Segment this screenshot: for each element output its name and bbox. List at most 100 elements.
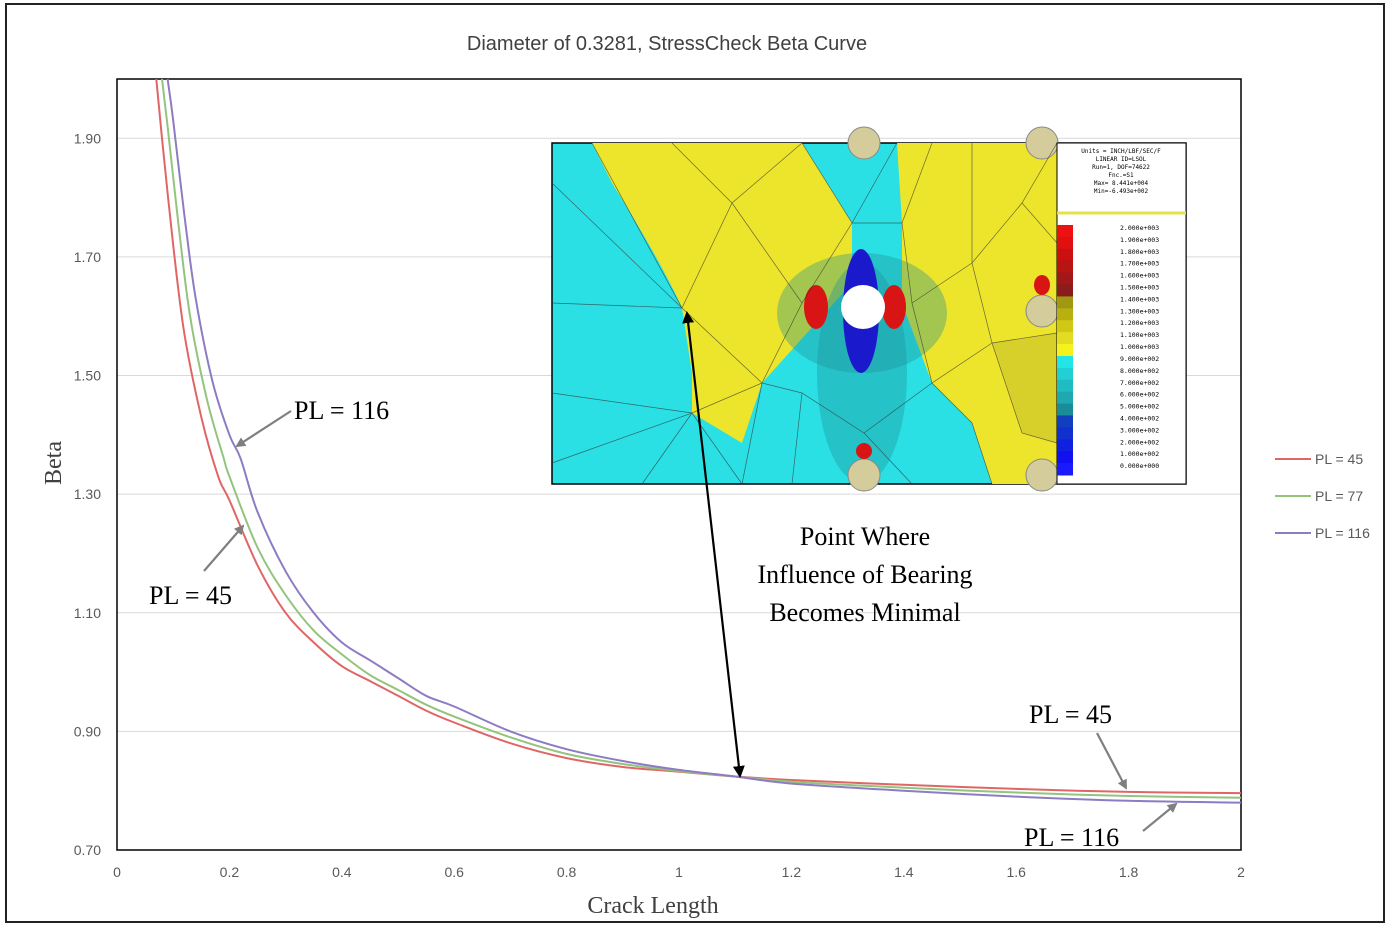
x-axis-label: Crack Length [587, 893, 718, 919]
fea-scale-swatch [1057, 296, 1073, 309]
x-tick-label: 1.6 [1006, 864, 1026, 880]
x-tick-label: 2 [1237, 864, 1245, 880]
legend-label: PL = 45 [1315, 451, 1363, 467]
fea-scale-swatch [1057, 236, 1073, 250]
fea-header-line: Min=-6.493e+002 [1094, 188, 1149, 195]
annotation-pl45-upper: PL = 45 [149, 581, 232, 610]
fea-scale-swatch [1057, 463, 1073, 476]
fea-scale-swatch [1057, 355, 1073, 369]
legend-label: PL = 77 [1315, 488, 1363, 504]
arrow-point-where [682, 311, 745, 778]
arrow-pl116-lower [1142, 802, 1178, 832]
fea-scale-value: 3.000e+002 [1120, 426, 1159, 434]
x-tick-labels: 0 0.2 0.4 0.6 0.8 1 1.2 1.4 1.6 1.8 2 [113, 864, 1245, 880]
fea-scale-value: 2.000e+003 [1120, 224, 1159, 232]
fea-scale-swatch [1057, 439, 1073, 452]
red-stress-lobe-left [804, 285, 828, 329]
fea-scale-swatch [1057, 225, 1073, 238]
bolt-right-mid [1025, 294, 1059, 328]
arrow-pl45-upper [203, 524, 245, 572]
fea-scale-swatch [1057, 272, 1073, 286]
fea-scale-value: 1.500e+003 [1120, 284, 1159, 292]
x-tick-label: 0.2 [220, 864, 240, 880]
fea-scale-value: 1.000e+002 [1120, 450, 1159, 458]
series-line-1 [161, 78, 1242, 799]
x-tick-label: 1.4 [894, 864, 914, 880]
fea-scale-value: 2.000e+002 [1120, 438, 1159, 446]
annotation-pl45-lower: PL = 45 [1029, 700, 1112, 729]
fea-scale-swatch [1057, 391, 1073, 405]
beta-curve-chart: Diameter of 0.3281, StressCheck Beta Cur… [41, 33, 1370, 919]
legend: PL = 45 PL = 77 PL = 116 [1275, 451, 1370, 541]
fea-header-line: LINEAR ID=LSOL [1096, 156, 1147, 163]
fea-scale-swatch [1057, 248, 1073, 262]
legend-label: PL = 116 [1315, 525, 1370, 541]
fea-scale-swatch [1057, 320, 1073, 333]
x-tick-label: 0.8 [557, 864, 577, 880]
bolt-right-bottom [1025, 458, 1059, 492]
x-tick-label: 0 [113, 864, 121, 880]
fastener-hole [841, 285, 885, 329]
fea-scale-swatch [1057, 332, 1073, 345]
fea-scale-value: 1.200e+003 [1120, 319, 1159, 327]
fea-header-line: Max= 8.441e+004 [1094, 180, 1149, 187]
chart-title: Diameter of 0.3281, StressCheck Beta Cur… [467, 33, 867, 55]
fea-header-line: Units = INCH/LBF/SEC/F [1081, 148, 1161, 155]
arrow-pl45-lower [1096, 732, 1127, 790]
x-tick-label: 1.8 [1119, 864, 1139, 880]
fea-scale-value: 8.000e+002 [1120, 367, 1159, 375]
fea-scale-swatch [1057, 344, 1073, 357]
fea-scale-swatch [1057, 260, 1073, 274]
fea-scale-value: 1.300e+003 [1120, 307, 1159, 315]
fea-scale-value: 1.600e+003 [1120, 272, 1159, 280]
fea-scale-value: 1.400e+003 [1120, 295, 1159, 303]
y-tick-label: 1.10 [74, 605, 101, 621]
fea-scale-value: 6.000e+002 [1120, 391, 1159, 399]
bolt-bottom [847, 458, 881, 492]
fea-scale-value: 0.000e+000 [1120, 462, 1159, 470]
fea-scale-swatch [1057, 451, 1073, 464]
x-tick-label: 0.4 [332, 864, 352, 880]
fea-scale-swatch [1057, 427, 1073, 440]
series-line-2 [166, 78, 1242, 804]
fea-legend-panel [1056, 142, 1187, 485]
y-tick-labels: 0.70 0.90 1.10 1.30 1.50 1.70 1.90 [74, 130, 101, 858]
y-tick-label: 1.50 [74, 368, 101, 384]
y-tick-label: 1.30 [74, 486, 101, 502]
yellow-region-far-right [992, 333, 1057, 443]
bolt-top [847, 126, 881, 160]
y-tick-label: 0.70 [74, 842, 101, 858]
arrow-pl116-upper [235, 410, 292, 448]
y-tick-label: 1.90 [74, 130, 101, 146]
x-tick-label: 1.2 [782, 864, 802, 880]
red-stress-lobe-right [882, 285, 906, 329]
series-lines [155, 78, 1242, 804]
annotation-point-line-3: Becomes Minimal [769, 598, 960, 627]
x-tick-label: 0.6 [444, 864, 464, 880]
fea-scale-value: 1.900e+003 [1120, 236, 1159, 244]
y-axis-label: Beta [41, 441, 67, 485]
annotation-pl116-upper: PL = 116 [294, 396, 389, 425]
fea-scale-swatch [1057, 284, 1073, 297]
fea-scale-value: 1.700e+003 [1120, 260, 1159, 268]
fea-legend-scale: 2.000e+003 1.900e+003 1.800e+003 1.700e+003… [1057, 224, 1159, 476]
fea-scale-value: 1.000e+003 [1120, 343, 1159, 351]
bolt-right-top [1025, 126, 1059, 160]
y-tick-label: 1.70 [74, 249, 101, 265]
yellow-region-left [592, 143, 852, 443]
fea-scale-swatch [1057, 415, 1073, 428]
fea-scale-value: 4.000e+002 [1120, 414, 1159, 422]
series-line-0 [155, 78, 1242, 795]
plot-area-border [116, 78, 1242, 851]
chart-frame: Diameter of 0.3281, StressCheck Beta Cur… [5, 3, 1385, 923]
fea-scale-swatch [1057, 367, 1073, 381]
annotation-point-line-2: Influence of Bearing [757, 560, 972, 589]
fea-header-line: Fnc.=S1 [1108, 172, 1134, 179]
fea-scale-swatch [1057, 403, 1073, 416]
y-tick-label: 0.90 [74, 723, 101, 739]
fea-scale-value: 9.000e+002 [1120, 355, 1159, 363]
fea-scale-swatch [1057, 379, 1073, 393]
fea-scale-value: 5.000e+002 [1120, 403, 1159, 411]
